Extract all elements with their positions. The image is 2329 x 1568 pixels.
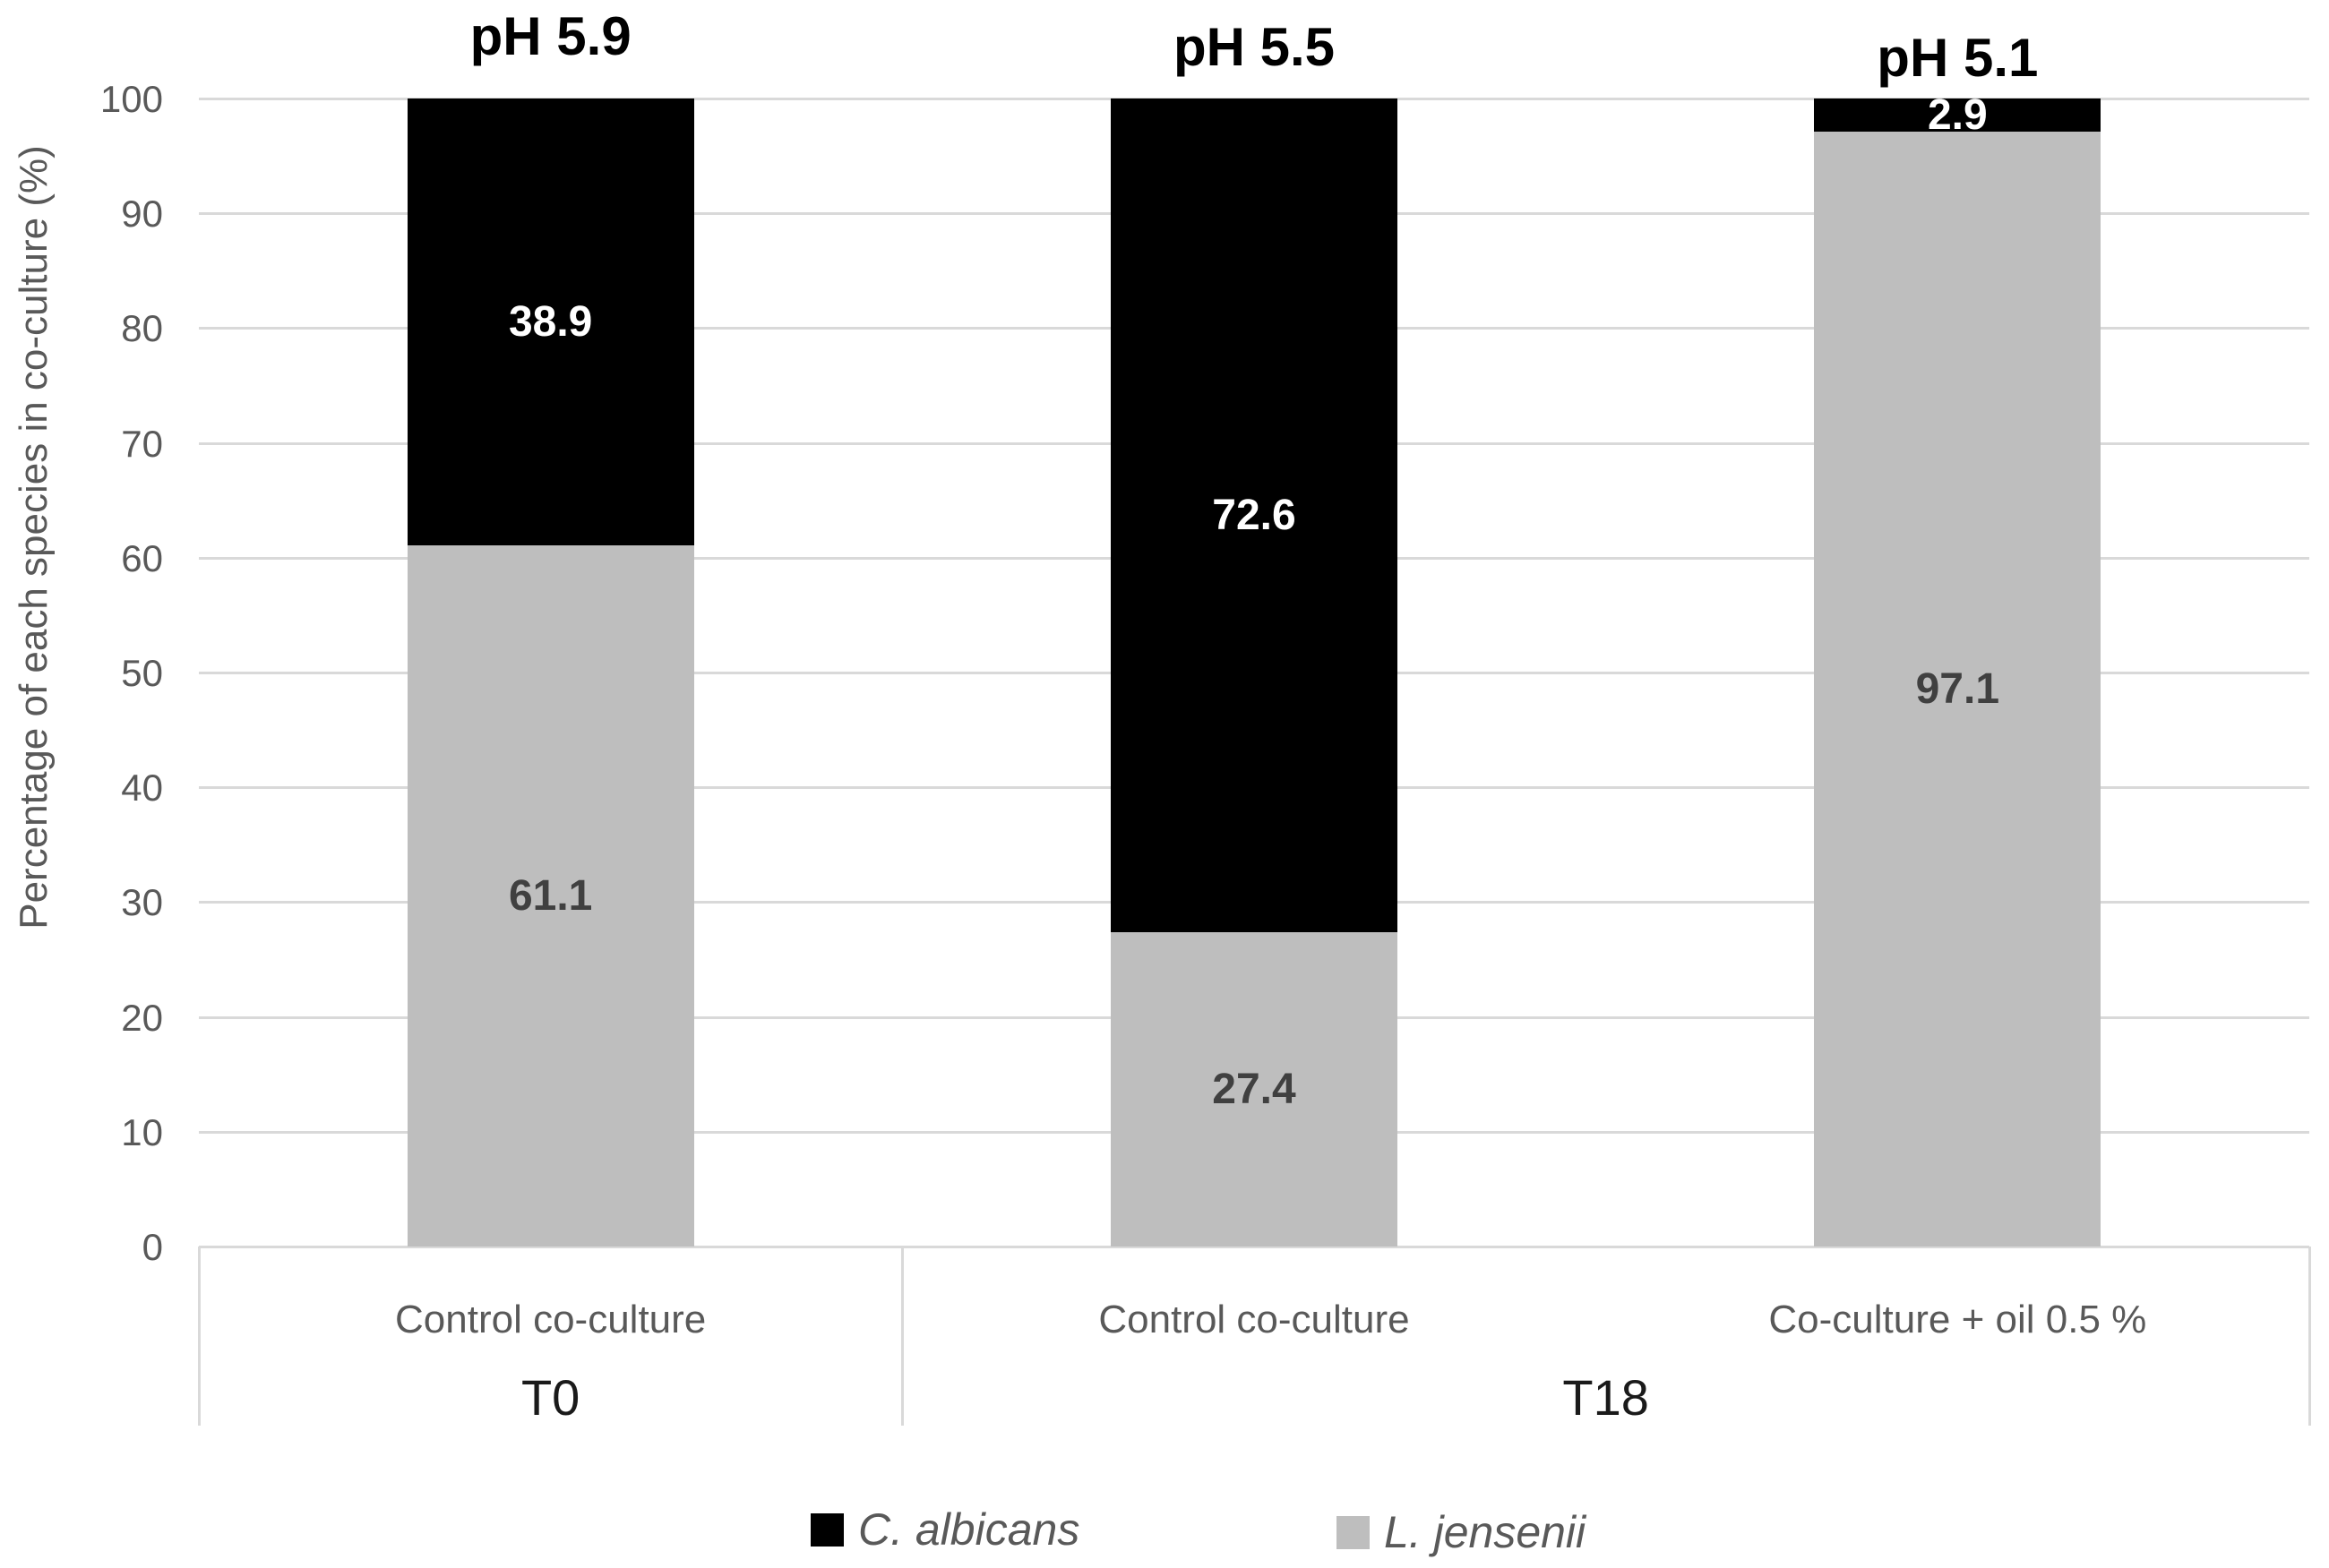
ph-annotation-1: pH 5.5: [1173, 17, 1336, 77]
bar-1-c-albicans-segment: 72.6: [1111, 99, 1397, 932]
legend-item-l-jensenii: L. jensenii: [1336, 1509, 1586, 1555]
bar-1-l-jensenii-segment: 27.4: [1111, 931, 1397, 1247]
ph-annotation-2: pH 5.1: [1877, 28, 2039, 88]
category-divider-0: [198, 1247, 201, 1426]
category-divider-1: [901, 1247, 905, 1426]
group-label-T18: T18: [1562, 1369, 1649, 1426]
legend-item-c-albicans: C. albicans: [811, 1506, 1079, 1553]
y-tick-label-40: 40: [121, 767, 163, 810]
legend-label-c-albicans: C. albicans: [858, 1504, 1080, 1555]
y-tick-label-50: 50: [121, 652, 163, 694]
y-tick-label-60: 60: [121, 536, 163, 579]
group-label-T0: T0: [520, 1369, 580, 1426]
y-axis-title: Percentage of each species in co-culture…: [12, 145, 56, 930]
y-tick-label-70: 70: [121, 422, 163, 465]
bar-2-c-albicans-segment: 2.9: [1814, 91, 2101, 139]
bar-1-c-albicans-value: 72.6: [1212, 491, 1296, 539]
legend-label-l-jensenii: L. jensenii: [1384, 1507, 1586, 1557]
bar-0-c-albicans-segment: 38.9: [407, 99, 694, 545]
bar-2-l-jensenii-segment: 97.1: [1814, 132, 2101, 1247]
category-label-0: Control co-culture: [395, 1298, 707, 1341]
bar-2-l-jensenii-value: 97.1: [1915, 665, 2000, 714]
y-tick-label-30: 30: [121, 881, 163, 924]
bar-0-l-jensenii-segment: 61.1: [407, 544, 694, 1247]
bar-2-c-albicans-value: 2.9: [1927, 91, 1988, 140]
y-tick-label-80: 80: [121, 307, 163, 350]
y-tick-label-100: 100: [99, 78, 163, 120]
category-divider-3: [2308, 1247, 2311, 1426]
bar-0-l-jensenii-value: 61.1: [508, 871, 593, 920]
ph-annotation-0: pH 5.9: [469, 6, 632, 66]
y-tick-label-10: 10: [121, 1110, 163, 1153]
y-tick-label-20: 20: [121, 996, 163, 1039]
c-albicans-swatch: [811, 1512, 844, 1547]
y-tick-label-0: 0: [142, 1226, 163, 1268]
category-label-2: Co-culture + oil 0.5 %: [1768, 1298, 2147, 1341]
l-jensenii-swatch: [1336, 1515, 1370, 1549]
category-label-1: Control co-culture: [1098, 1298, 1410, 1341]
bar-1-l-jensenii-value: 27.4: [1212, 1065, 1296, 1113]
bar-0-c-albicans-value: 38.9: [508, 297, 593, 346]
gridline-0: [199, 1246, 2309, 1248]
y-tick-label-90: 90: [121, 193, 163, 236]
